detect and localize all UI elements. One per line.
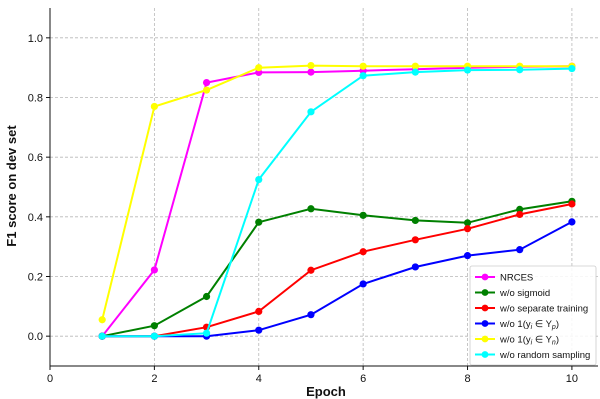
y-tick-label: 0.4	[28, 212, 43, 224]
legend-swatch-marker	[481, 304, 489, 312]
series-3-point	[516, 210, 524, 219]
series-1-line	[101, 65, 572, 337]
series-layer	[98, 61, 576, 340]
legend-label-subscript: n	[552, 340, 556, 347]
y-tick-label: 0.6	[28, 152, 43, 164]
series-2-point	[463, 219, 472, 227]
legend: NRCES w/o sigmoid w/o separate training w/o…	[469, 265, 597, 366]
y-tick-label: 0.0	[28, 331, 43, 343]
series-4-line	[102, 221, 573, 338]
series-1-point	[307, 68, 315, 76]
legend-swatch-marker	[481, 320, 489, 327]
series-6-point	[516, 66, 524, 74]
legend-label-part: w/o separate training	[499, 304, 588, 315]
legend-label: w/o separate training	[499, 304, 588, 315]
legend-swatch-marker	[481, 351, 489, 358]
x-tick-label: 10	[566, 373, 578, 385]
series-5-point	[202, 86, 211, 94]
legend-label: w/o sigmoid	[499, 288, 550, 299]
series-2-point	[359, 211, 367, 219]
series-5-point	[307, 61, 315, 70]
legend-label-part: w/o 1(y	[499, 335, 531, 346]
series-3-point	[307, 266, 315, 274]
axes	[49, 8, 598, 367]
series-6-point	[98, 332, 106, 340]
legend-swatch-marker	[481, 335, 489, 343]
series-4-point	[359, 280, 367, 288]
series-2-point	[307, 205, 315, 213]
legend-label-part: ∈ Y	[532, 319, 552, 330]
series-3-point	[255, 307, 263, 316]
series-6-point	[568, 64, 576, 73]
series-4-point	[568, 218, 576, 226]
x-axis-title: Epoch	[306, 384, 346, 399]
series-6-point	[307, 108, 315, 116]
series-6-point	[202, 329, 211, 337]
legend-swatch-marker	[481, 273, 489, 281]
legend-label-subscript: p	[551, 324, 556, 331]
legend-label: w/o 1(yi ∈ Yn)	[499, 335, 559, 347]
series-3-point	[411, 236, 419, 244]
series-2-line	[102, 200, 573, 338]
legend-label-part: w/o random sampling	[499, 350, 590, 361]
series-1-point	[202, 78, 211, 87]
legend-label-subscript: i	[531, 324, 533, 331]
series-2-point	[516, 205, 524, 213]
y-axis-title: F1 score on dev set	[4, 125, 19, 247]
series-6-point	[463, 66, 472, 74]
series-6-point	[255, 175, 263, 184]
y-axis-ticks: 0.0 0.2 0.4 0.6 0.8 1.0	[28, 33, 50, 343]
x-axis-ticks: 0 2 4 6 8 10	[47, 366, 578, 385]
legend-swatch-marker	[481, 289, 489, 296]
x-tick-label: 2	[151, 373, 157, 385]
series-4-point	[255, 326, 263, 334]
series-5-point	[150, 102, 158, 111]
series-5-point	[411, 62, 419, 70]
series-1-point	[150, 266, 158, 274]
series-5-point	[255, 64, 263, 72]
legend-label: NRCES	[500, 273, 533, 284]
legend-label-part: ∈ Y	[532, 335, 552, 346]
series-4-point	[463, 252, 472, 260]
legend-box	[469, 265, 597, 366]
series-5-point	[359, 62, 367, 70]
series-5-line	[101, 64, 572, 321]
series-2-point	[255, 218, 263, 226]
series-2-point	[411, 216, 419, 225]
series-6-point	[411, 68, 419, 76]
legend-label-part: )	[556, 335, 559, 346]
series-4-point	[411, 263, 419, 271]
series-5-point	[98, 316, 106, 324]
x-tick-label: 8	[464, 373, 470, 385]
x-tick-label: 4	[256, 373, 262, 385]
x-tick-label: 6	[360, 373, 366, 385]
series-4-point	[516, 246, 524, 254]
legend-label-part: w/o sigmoid	[499, 288, 550, 299]
legend-label: w/o random sampling	[499, 350, 590, 361]
legend-label-part: )	[556, 319, 559, 330]
series-3-line	[102, 203, 573, 338]
series-3-point	[568, 200, 576, 208]
legend-label: w/o 1(yi ∈ Yp)	[499, 319, 559, 331]
series-2-point	[202, 292, 211, 301]
legend-label-part: w/o 1(y	[499, 319, 531, 330]
y-tick-label: 0.2	[28, 272, 43, 284]
legend-label-part: NRCES	[500, 273, 533, 284]
series-3-point	[463, 225, 472, 233]
series-6-point	[150, 332, 158, 340]
y-tick-label: 1.0	[28, 33, 43, 45]
series-2-point	[150, 322, 158, 330]
x-tick-label: 0	[47, 373, 53, 385]
y-tick-label: 0.8	[28, 93, 43, 105]
series-6-point	[359, 72, 367, 80]
series-3-point	[359, 248, 367, 256]
series-6-line	[102, 67, 572, 338]
legend-label-subscript: i	[531, 340, 533, 347]
series-4-point	[307, 311, 315, 319]
